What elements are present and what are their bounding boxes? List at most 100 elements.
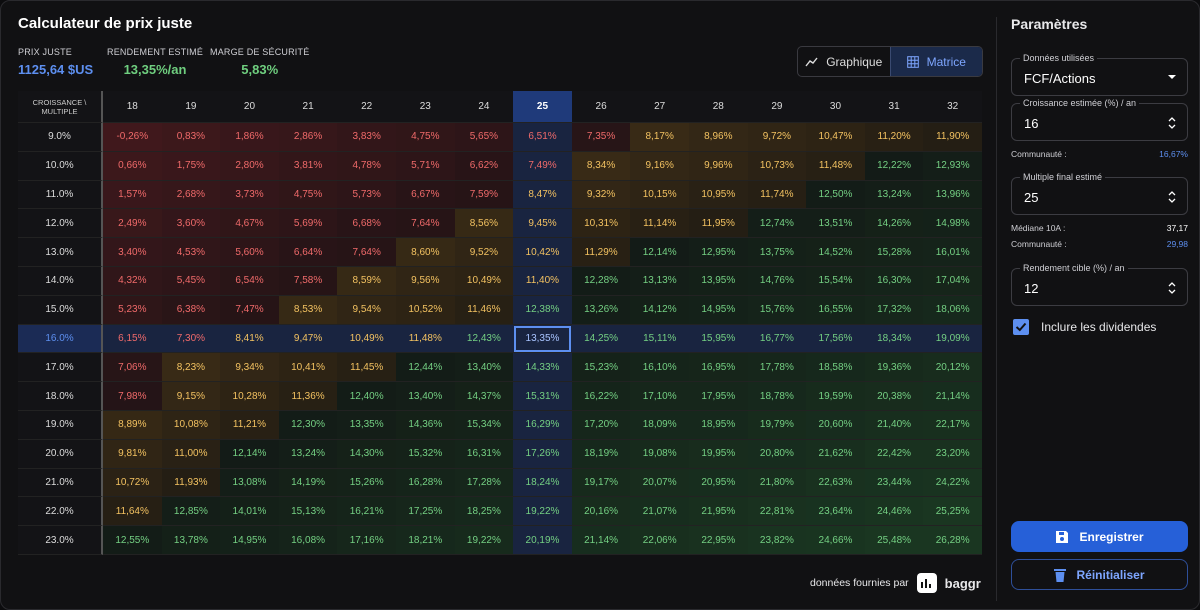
cell[interactable]: 15,54% — [806, 266, 865, 296]
toggle-option[interactable]: Graphique — [798, 47, 890, 76]
cell[interactable]: 23,20% — [923, 439, 982, 469]
cell[interactable]: 2,86% — [278, 123, 338, 152]
cell[interactable]: 8,41% — [220, 324, 279, 354]
cell[interactable]: 12,40% — [337, 382, 396, 411]
cell[interactable]: 13,40% — [454, 353, 514, 383]
cell[interactable]: 7,98% — [103, 382, 162, 411]
cell[interactable]: 11,95% — [688, 209, 748, 239]
cell[interactable]: 14,33% — [513, 353, 572, 383]
cell[interactable]: 10,28% — [220, 382, 279, 411]
cell[interactable]: 11,45% — [337, 353, 396, 383]
cell[interactable]: 13,95% — [688, 266, 748, 296]
cell[interactable]: 8,96% — [688, 123, 748, 152]
cell[interactable]: 20,07% — [630, 468, 689, 498]
cell[interactable]: 25,25% — [923, 497, 982, 527]
cell[interactable]: 7,64% — [337, 238, 396, 267]
cell[interactable]: 9,54% — [337, 295, 396, 325]
cell[interactable]: 19,09% — [923, 324, 982, 354]
cell[interactable]: 13,13% — [630, 266, 689, 296]
cell[interactable]: 16,29% — [513, 410, 572, 440]
checkbox[interactable] — [1013, 319, 1029, 335]
cell[interactable]: 17,95% — [688, 382, 748, 411]
cell[interactable]: 10,31% — [571, 209, 631, 239]
cell[interactable]: 10,49% — [454, 266, 514, 296]
cell[interactable]: 1,75% — [161, 151, 221, 181]
cell[interactable]: 6,54% — [220, 266, 279, 296]
cell[interactable]: 5,65% — [454, 123, 514, 152]
cell[interactable]: 7,06% — [103, 353, 162, 383]
cell[interactable]: 16,08% — [278, 526, 338, 555]
cell[interactable]: 13,35% — [337, 410, 396, 440]
checkbox-row[interactable]: Inclure les dividendes — [1013, 319, 1156, 335]
input[interactable]: Rendement cible (%) / an 12 — [1011, 263, 1188, 306]
cell[interactable]: 5,69% — [278, 209, 338, 239]
cell[interactable]: 9,47% — [278, 324, 338, 354]
cell[interactable]: 15,34% — [454, 410, 514, 440]
cell[interactable]: 3,83% — [337, 123, 396, 152]
cell[interactable]: 16,95% — [688, 353, 748, 383]
cell[interactable]: 11,46% — [454, 295, 514, 325]
cell[interactable]: 5,23% — [103, 295, 162, 325]
cell[interactable]: 5,73% — [337, 180, 396, 210]
cell[interactable]: 14,25% — [571, 324, 631, 354]
cell[interactable]: 18,78% — [747, 382, 807, 411]
cell[interactable]: 19,36% — [864, 353, 924, 383]
cell[interactable]: 13,51% — [806, 209, 865, 239]
cell[interactable]: 5,71% — [395, 151, 455, 181]
cell[interactable]: 17,26% — [513, 439, 572, 469]
cell[interactable]: 18,95% — [688, 410, 748, 440]
cell[interactable]: 7,49% — [513, 151, 572, 181]
cell[interactable]: 11,40% — [513, 266, 572, 296]
cell[interactable]: 7,59% — [454, 180, 514, 210]
cell[interactable]: 7,35% — [571, 123, 631, 152]
cell[interactable]: 14,95% — [688, 295, 748, 325]
cell[interactable]: 22,81% — [747, 497, 807, 527]
cell[interactable]: 15,13% — [278, 497, 338, 527]
cell[interactable]: 17,56% — [806, 324, 865, 354]
cell[interactable]: 19,17% — [571, 468, 631, 498]
cell[interactable]: 11,00% — [161, 439, 221, 469]
cell[interactable]: 5,60% — [220, 238, 279, 267]
cell[interactable]: 13,24% — [864, 180, 924, 210]
cell[interactable]: 11,48% — [806, 151, 865, 181]
cell[interactable]: 17,78% — [747, 353, 807, 383]
cell[interactable]: 10,73% — [747, 151, 807, 181]
cell[interactable]: 24,22% — [923, 468, 982, 498]
cell[interactable]: 10,72% — [103, 468, 162, 498]
cell[interactable]: 12,14% — [630, 238, 689, 267]
cell[interactable]: 22,17% — [923, 410, 982, 440]
cell[interactable]: 18,19% — [571, 439, 631, 469]
cell[interactable]: 4,32% — [103, 266, 162, 296]
cell[interactable]: -0,26% — [103, 123, 162, 152]
input[interactable]: Multiple final estimé 25 — [1011, 172, 1188, 215]
cell[interactable]: 14,37% — [454, 382, 514, 411]
cell[interactable]: 11,20% — [864, 123, 924, 152]
cell[interactable]: 2,80% — [220, 151, 279, 181]
cell[interactable]: 22,63% — [806, 468, 865, 498]
cell[interactable]: 10,47% — [806, 123, 865, 152]
cell[interactable]: 8,34% — [571, 151, 631, 181]
cell[interactable]: 9,34% — [220, 353, 279, 383]
cell[interactable]: 2,68% — [161, 180, 221, 210]
cell[interactable]: 18,24% — [513, 468, 572, 498]
cell[interactable]: 6,38% — [161, 295, 221, 325]
cell[interactable]: 9,72% — [747, 123, 807, 152]
cell[interactable]: 11,90% — [923, 123, 982, 152]
cell[interactable]: 21,62% — [806, 439, 865, 469]
cell[interactable]: 8,56% — [454, 209, 514, 239]
cell[interactable]: 10,08% — [161, 410, 221, 440]
cell[interactable]: 15,23% — [571, 353, 631, 383]
cell[interactable]: 3,60% — [161, 209, 221, 239]
cell[interactable]: 15,32% — [395, 439, 455, 469]
cell[interactable]: 6,68% — [337, 209, 396, 239]
cell[interactable]: 3,81% — [278, 151, 338, 181]
cell[interactable]: 5,45% — [161, 266, 221, 296]
cell[interactable]: 21,80% — [747, 468, 807, 498]
cell[interactable]: 24,66% — [806, 526, 865, 555]
cell[interactable]: 14,95% — [220, 526, 279, 555]
cell[interactable]: 18,34% — [864, 324, 924, 354]
cell[interactable]: 21,07% — [630, 497, 689, 527]
cell[interactable]: 12,44% — [395, 353, 455, 383]
cell[interactable]: 26,28% — [923, 526, 982, 555]
cell[interactable]: 14,12% — [630, 295, 689, 325]
